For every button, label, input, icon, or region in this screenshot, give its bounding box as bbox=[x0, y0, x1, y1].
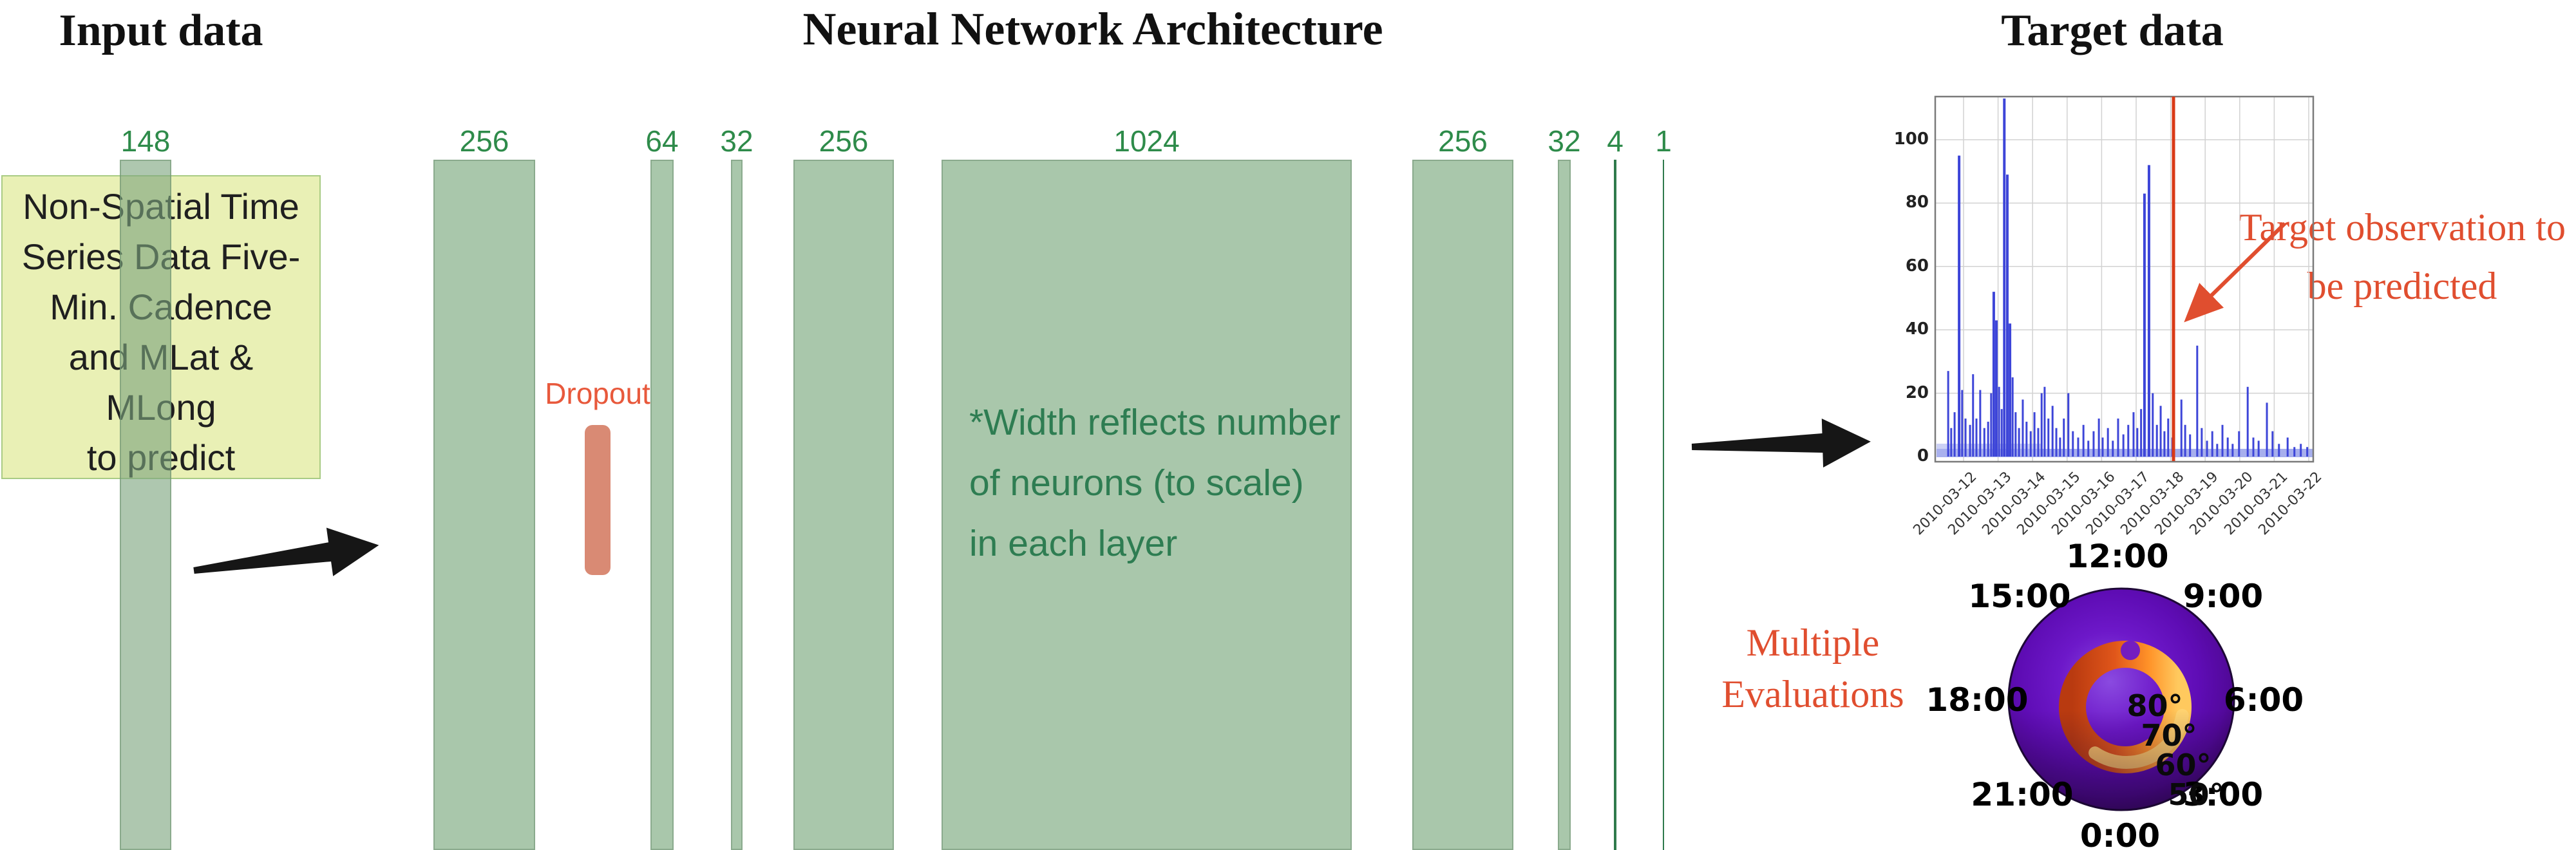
annotation-line: Target observation to bbox=[2239, 206, 2566, 249]
polar-latitude-label: 60° bbox=[2155, 748, 2211, 782]
dropout-label: Dropout bbox=[545, 377, 650, 410]
polar-clock-label: 21:00 bbox=[1971, 776, 2074, 813]
annotation-line: be predicted bbox=[2307, 265, 2497, 307]
layer-size-label: 148 bbox=[120, 124, 171, 158]
layer-size-label: 64 bbox=[645, 124, 679, 158]
polar-clock-label: 9:00 bbox=[2183, 578, 2264, 615]
layer-bar-4 bbox=[1614, 160, 1616, 850]
polar-latitude-label: 70° bbox=[2141, 718, 2197, 753]
polar-clock-label: 12:00 bbox=[2066, 538, 2169, 575]
timeseries-y-tick: 80 bbox=[1905, 193, 1929, 212]
scale-note-line: *Width reflects number bbox=[969, 402, 1341, 443]
timeseries-y-tick: 100 bbox=[1893, 129, 1929, 149]
layer-size-label: 1 bbox=[1655, 124, 1672, 158]
polar-clock-label: 18:00 bbox=[1926, 681, 2029, 719]
scale-note-line: of neurons (to scale) bbox=[969, 462, 1304, 504]
layer-bar-256 bbox=[433, 160, 535, 850]
timeseries-y-tick: 0 bbox=[1917, 446, 1929, 466]
timeseries-y-tick: 40 bbox=[1905, 319, 1929, 339]
target-data-title: Target data bbox=[2001, 6, 2224, 55]
layer-bar-1024 bbox=[942, 160, 1352, 850]
layer-bar-256 bbox=[1412, 160, 1513, 850]
layer-size-label: 32 bbox=[1548, 124, 1581, 158]
layer-size-label: 256 bbox=[819, 124, 869, 158]
input-to-network-arrow bbox=[193, 527, 379, 576]
network-to-target-arrow bbox=[1691, 418, 1871, 468]
annotation-line: Evaluations bbox=[1721, 673, 1904, 715]
annotation-line: Multiple bbox=[1746, 621, 1880, 664]
layer-bar-256 bbox=[793, 160, 894, 850]
scale-note-line: in each layer bbox=[969, 523, 1178, 564]
polar-clock-label: 3:00 bbox=[2183, 776, 2264, 813]
target-observation-annotation: Target observation to be predicted bbox=[2209, 198, 2576, 316]
input-data-title: Input data bbox=[59, 6, 263, 55]
target-observation-arrow bbox=[2184, 222, 2287, 323]
polar-latitude-label: 80° bbox=[2126, 688, 2183, 723]
layer-size-label: 256 bbox=[459, 124, 509, 158]
timeseries-y-tick: 20 bbox=[1905, 382, 1929, 402]
layer-size-label: 32 bbox=[720, 124, 753, 158]
polar-clock-label: 6:00 bbox=[2223, 681, 2304, 719]
polar-clock-label: 15:00 bbox=[1968, 578, 2071, 615]
layer-bar-32 bbox=[731, 160, 743, 850]
timeseries-y-tick: 60 bbox=[1905, 256, 1929, 276]
layer-bar-148 bbox=[120, 160, 171, 850]
layer-size-label: 4 bbox=[1607, 124, 1624, 158]
scale-note: *Width reflects number of neurons (to sc… bbox=[969, 392, 1341, 574]
polar-clock-label: 0:00 bbox=[2079, 817, 2161, 850]
layer-size-label: 1024 bbox=[1113, 124, 1180, 158]
network-architecture-title: Neural Network Architecture bbox=[802, 3, 1383, 55]
timeseries-frame bbox=[1934, 95, 2315, 463]
layer-bar-1 bbox=[1663, 160, 1664, 850]
layer-bar-32 bbox=[1558, 160, 1571, 850]
timeseries-gridlines bbox=[1935, 97, 2313, 462]
layer-size-label: 256 bbox=[1438, 124, 1488, 158]
polar-disk-shading bbox=[2009, 589, 2234, 810]
timeseries-spikes bbox=[1947, 99, 2309, 457]
layer-bar-64 bbox=[650, 160, 674, 850]
dropout-bar bbox=[585, 425, 611, 575]
multiple-evaluations-annotation: Multiple Evaluations bbox=[1707, 617, 1919, 720]
polar-latitude-label: 50° bbox=[2168, 777, 2224, 812]
